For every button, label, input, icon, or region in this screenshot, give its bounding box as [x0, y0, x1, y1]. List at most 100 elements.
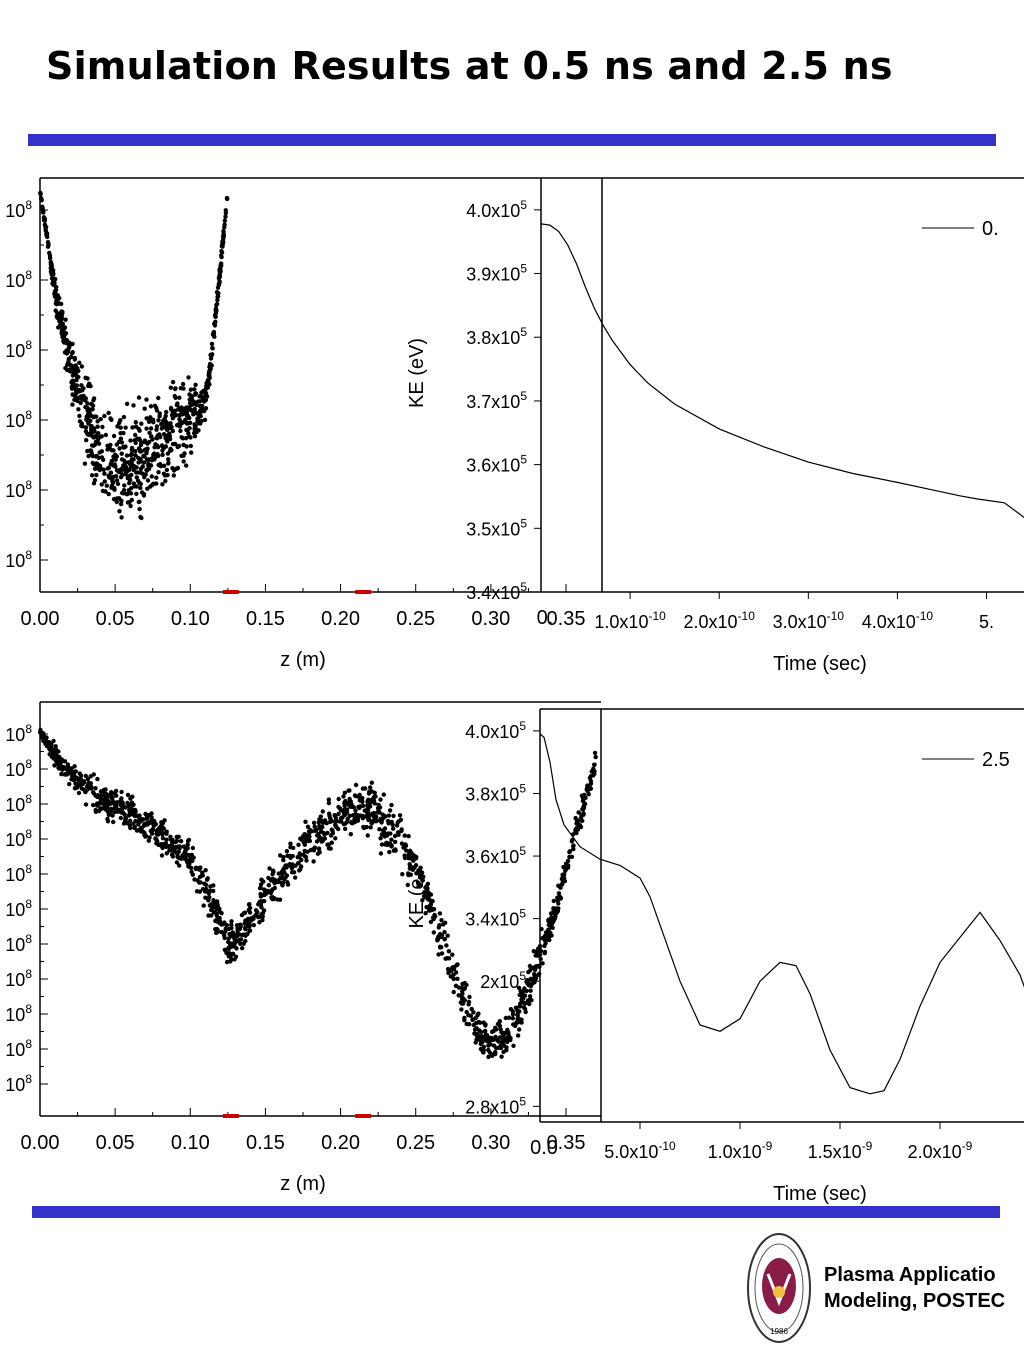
- data-point: [177, 417, 182, 422]
- data-point: [451, 989, 456, 995]
- data-point: [267, 866, 272, 871]
- data-point: [119, 466, 124, 472]
- data-point: [226, 939, 231, 945]
- data-point: [111, 448, 116, 453]
- data-point: [478, 1041, 483, 1047]
- data-point: [440, 922, 446, 927]
- data-point: [490, 1029, 495, 1035]
- data-point: [498, 1043, 503, 1049]
- y-tick-label: 108: [5, 722, 32, 745]
- data-point: [168, 405, 174, 411]
- data-point: [389, 819, 394, 825]
- data-point: [262, 892, 267, 898]
- data-point: [435, 936, 440, 942]
- data-point: [112, 462, 117, 468]
- data-point: [136, 446, 142, 451]
- top-divider-bar: [28, 134, 996, 146]
- data-point: [160, 824, 165, 830]
- data-point: [138, 485, 143, 491]
- data-point: [561, 864, 566, 870]
- data-point: [528, 976, 533, 982]
- data-point: [284, 849, 290, 854]
- data-point: [192, 387, 197, 392]
- data-point: [101, 797, 107, 802]
- data-point: [332, 819, 337, 824]
- data-point: [97, 467, 102, 473]
- data-point: [138, 481, 143, 487]
- data-point: [515, 1016, 520, 1022]
- data-point: [197, 399, 203, 404]
- data-point: [503, 1015, 508, 1021]
- data-point: [161, 463, 167, 468]
- data-point: [193, 866, 199, 871]
- data-point: [44, 735, 49, 740]
- data-point: [139, 490, 145, 495]
- scatter-plot-1: 0.00 0.05 0.10 0.15 0.20 0.25 0.30 0.35 z (m): [21, 177, 585, 671]
- data-point: [199, 403, 205, 409]
- data-point: [592, 750, 598, 756]
- data-point: [229, 919, 234, 924]
- data-point: [559, 882, 565, 887]
- data-point: [110, 796, 115, 801]
- data-point: [105, 466, 111, 471]
- data-point: [419, 875, 425, 881]
- data-point: [95, 776, 100, 782]
- ke-line-plot-4: 0.0 Time (sec) KE (e 2.5: [406, 708, 1024, 1205]
- data-point: [368, 825, 373, 830]
- data-point: [47, 746, 52, 752]
- x-tick-label: 0.15: [246, 1132, 285, 1154]
- data-point: [382, 826, 388, 831]
- data-point: [419, 870, 425, 875]
- data-point: [134, 470, 139, 475]
- data-point: [129, 497, 134, 503]
- data-point: [222, 935, 227, 941]
- data-point: [85, 782, 91, 787]
- data-point: [576, 810, 581, 815]
- data-point: [408, 872, 413, 877]
- data-point: [179, 421, 184, 426]
- data-point: [194, 889, 200, 894]
- data-point: [462, 1015, 467, 1021]
- data-point: [251, 916, 256, 921]
- data-point: [534, 964, 539, 969]
- data-point: [386, 841, 391, 846]
- data-point: [336, 804, 341, 810]
- ke-series-line: [540, 223, 1024, 519]
- data-point: [114, 478, 120, 483]
- data-point: [472, 1027, 478, 1032]
- data-point: [425, 881, 431, 886]
- data-point: [207, 370, 212, 375]
- data-point: [423, 911, 428, 916]
- data-point: [138, 442, 144, 448]
- data-point: [214, 911, 219, 916]
- data-point: [523, 1001, 528, 1006]
- data-point: [152, 445, 157, 450]
- data-point: [164, 467, 170, 473]
- y-axis-label: KE (eV): [406, 338, 428, 408]
- data-point: [221, 231, 226, 236]
- data-point: [142, 460, 147, 465]
- data-point: [305, 838, 310, 844]
- data-point: [173, 441, 178, 447]
- data-point: [169, 424, 174, 430]
- data-point: [192, 434, 198, 439]
- data-point: [68, 354, 74, 360]
- data-point: [402, 833, 407, 838]
- data-point: [211, 883, 216, 888]
- data-point: [377, 810, 382, 815]
- data-point: [573, 828, 578, 833]
- data-point: [161, 471, 167, 476]
- data-point: [96, 441, 102, 446]
- data-point: [423, 895, 428, 900]
- data-point: [288, 855, 293, 860]
- data-point: [112, 487, 117, 492]
- data-point: [89, 401, 94, 407]
- data-point: [197, 867, 202, 872]
- data-point: [87, 410, 92, 416]
- logo-year: 1986: [770, 1327, 788, 1336]
- data-point: [133, 432, 138, 438]
- data-point: [285, 853, 290, 858]
- data-point: [527, 963, 533, 969]
- data-point: [132, 825, 137, 830]
- data-point: [144, 450, 149, 456]
